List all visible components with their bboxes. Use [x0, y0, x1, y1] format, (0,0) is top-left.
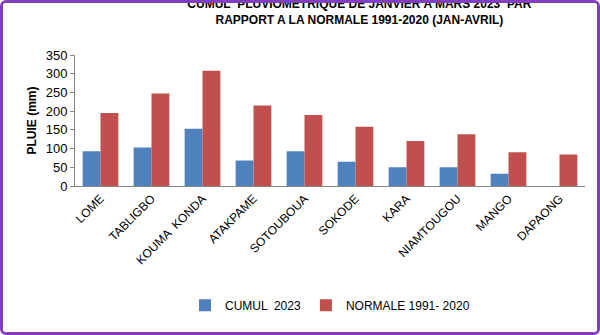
svg-text:200: 200 [46, 104, 68, 119]
svg-text:100: 100 [46, 141, 68, 156]
svg-text:KOUMA KONDA: KOUMA KONDA [133, 192, 208, 267]
svg-text:0: 0 [60, 179, 67, 194]
svg-text:CUMUL 2023: CUMUL 2023 [225, 299, 301, 313]
svg-text:PLUIE (mm): PLUIE (mm) [25, 86, 39, 154]
svg-text:150: 150 [46, 122, 68, 137]
svg-text:SOKODE: SOKODE [316, 192, 362, 238]
svg-text:SOTOUBOUA: SOTOUBOUA [247, 192, 311, 256]
svg-text:ATAKPAME: ATAKPAME [206, 192, 260, 246]
svg-text:LOME: LOME [73, 192, 107, 226]
svg-text:KARA: KARA [380, 192, 413, 225]
svg-text:300: 300 [46, 66, 68, 81]
svg-text:NIAMTOUGOU: NIAMTOUGOU [396, 192, 464, 260]
svg-text:50: 50 [53, 160, 67, 175]
svg-text:350: 350 [46, 48, 68, 63]
svg-text:NORMALE 1991- 2020: NORMALE 1991- 2020 [346, 299, 470, 313]
svg-text:TABLIGBO: TABLIGBO [106, 192, 158, 244]
svg-text:MANGO: MANGO [473, 192, 515, 234]
svg-text:DAPAONG: DAPAONG [514, 192, 566, 244]
svg-text:CUMUL PLUVIOMETRIQUE DE JANVI: CUMUL PLUVIOMETRIQUE DE JANVIER A MARS 2… [187, 3, 531, 27]
svg-text:250: 250 [46, 85, 68, 100]
